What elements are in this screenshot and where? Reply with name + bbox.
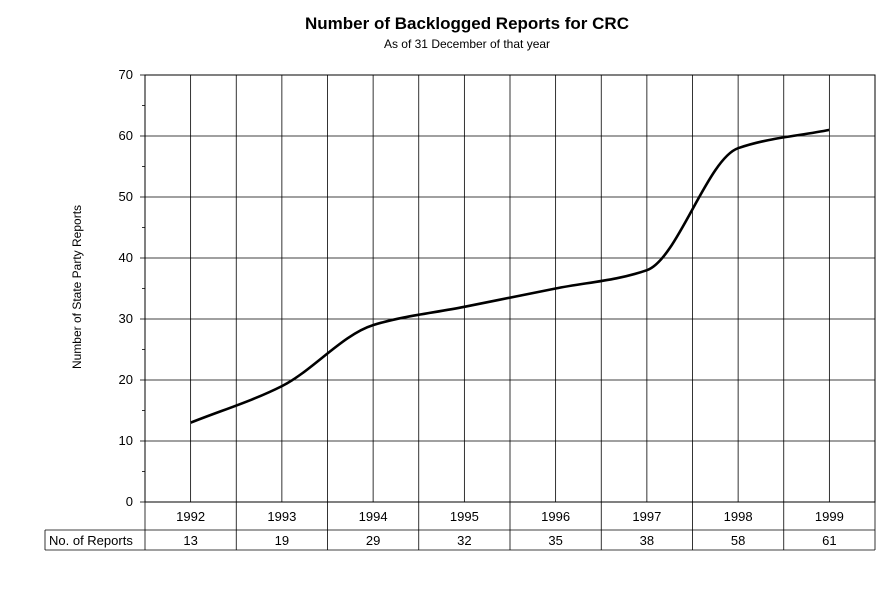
gridlines	[144, 74, 876, 503]
x-tick-label: 1998	[724, 509, 753, 524]
x-axis-ticks: 1992 1993 1994 1995 1996 1997 1998 1999	[176, 509, 844, 524]
y-tick-label: 60	[119, 128, 133, 143]
data-table: No. of Reports 13 19 29 32 35 38 58 61	[44, 502, 876, 551]
table-cell: 13	[183, 533, 197, 548]
table-cell: 19	[275, 533, 289, 548]
y-tick-label: 50	[119, 189, 133, 204]
x-tick-label: 1992	[176, 509, 205, 524]
x-tick-label: 1999	[815, 509, 844, 524]
table-cell: 58	[731, 533, 745, 548]
series-line	[190, 128, 830, 424]
y-axis-label: Number of State Party Reports	[70, 205, 84, 369]
y-axis-ticks: 0 10 20 30 40 50 60 70	[119, 67, 145, 509]
x-tick-label: 1996	[541, 509, 570, 524]
chart-subtitle: As of 31 December of that year	[384, 37, 550, 51]
x-tick-label: 1994	[359, 509, 388, 524]
table-cell: 29	[366, 533, 380, 548]
y-tick-label: 40	[119, 250, 133, 265]
table-cell: 38	[640, 533, 654, 548]
table-cell: 32	[457, 533, 471, 548]
x-tick-label: 1997	[632, 509, 661, 524]
y-tick-label: 20	[119, 372, 133, 387]
table-cell: 61	[822, 533, 836, 548]
table-cell: 35	[548, 533, 562, 548]
table-row-label: No. of Reports	[49, 533, 133, 548]
y-tick-label: 0	[126, 494, 133, 509]
x-tick-label: 1995	[450, 509, 479, 524]
y-tick-label: 30	[119, 311, 133, 326]
y-tick-label: 70	[119, 67, 133, 82]
y-tick-label: 10	[119, 433, 133, 448]
x-tick-label: 1993	[267, 509, 296, 524]
chart-title: Number of Backlogged Reports for CRC	[305, 14, 629, 33]
